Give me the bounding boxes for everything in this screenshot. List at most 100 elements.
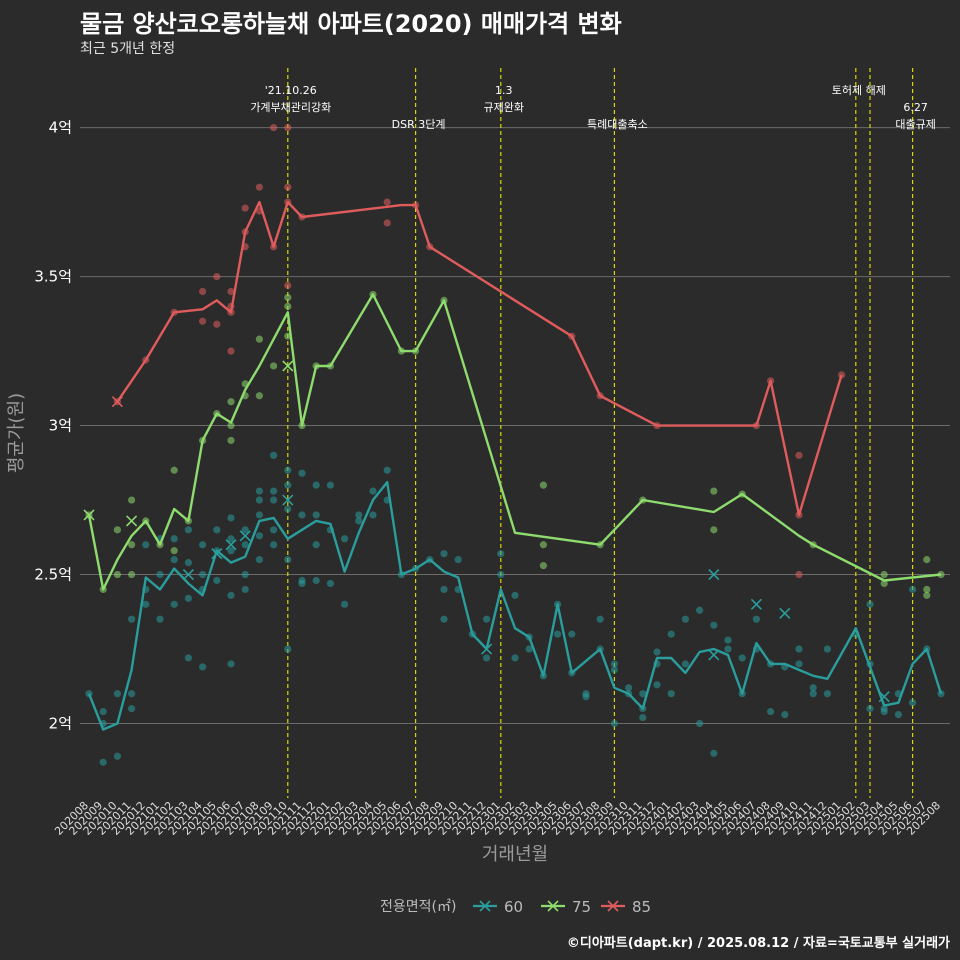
data-point bbox=[909, 699, 917, 707]
data-point bbox=[596, 615, 604, 623]
data-point bbox=[227, 436, 235, 445]
data-point bbox=[227, 287, 235, 296]
series-85 bbox=[111, 123, 846, 579]
data-point bbox=[184, 559, 192, 567]
data-point bbox=[710, 621, 718, 629]
data-point bbox=[710, 487, 718, 495]
data-point bbox=[298, 511, 306, 519]
data-point bbox=[255, 511, 263, 519]
data-point bbox=[255, 532, 263, 540]
data-point bbox=[880, 705, 888, 713]
data-point bbox=[255, 496, 263, 504]
data-point bbox=[284, 302, 292, 310]
data-point bbox=[227, 347, 235, 355]
series-line bbox=[87, 481, 943, 731]
data-point bbox=[227, 547, 235, 555]
data-point bbox=[184, 654, 192, 662]
data-point bbox=[170, 556, 178, 564]
data-point bbox=[866, 705, 874, 713]
data-point bbox=[99, 707, 107, 716]
policy-annotation: 대출규제 bbox=[895, 118, 935, 131]
policy-annotation: 규제완화 bbox=[484, 101, 524, 114]
data-point bbox=[170, 600, 178, 608]
data-point bbox=[355, 511, 363, 519]
data-point bbox=[440, 550, 448, 558]
data-point bbox=[483, 615, 491, 623]
data-point bbox=[270, 487, 278, 495]
data-point bbox=[383, 198, 391, 206]
data-point bbox=[880, 579, 888, 588]
data-point bbox=[326, 579, 334, 588]
data-point bbox=[894, 710, 903, 719]
data-point bbox=[539, 541, 548, 549]
data-point bbox=[213, 320, 221, 328]
cross-marker bbox=[481, 643, 493, 655]
data-point bbox=[128, 690, 136, 698]
cross-marker bbox=[708, 568, 720, 581]
legend-label: 75 bbox=[572, 898, 591, 916]
data-point bbox=[710, 749, 718, 757]
data-point bbox=[767, 707, 775, 716]
legend-title: 전용면적(㎡) bbox=[380, 899, 456, 915]
cross-marker bbox=[708, 649, 720, 661]
data-point bbox=[752, 615, 761, 623]
data-point bbox=[795, 660, 803, 668]
data-point bbox=[341, 600, 349, 608]
data-point bbox=[255, 392, 263, 400]
policy-annotation: '21.10.26 bbox=[265, 84, 317, 97]
data-point bbox=[255, 487, 263, 495]
data-point bbox=[113, 752, 121, 760]
data-point bbox=[909, 585, 917, 594]
data-point bbox=[255, 183, 263, 191]
data-point bbox=[667, 690, 675, 698]
chart-title: 물금 양산코오롱하늘채 아파트(2020) 매매가격 변화 bbox=[80, 10, 622, 38]
data-point bbox=[156, 570, 164, 579]
data-point bbox=[497, 570, 505, 579]
data-point bbox=[113, 570, 121, 579]
data-point bbox=[823, 645, 832, 653]
data-point bbox=[255, 556, 263, 564]
data-point bbox=[866, 600, 874, 608]
data-point bbox=[227, 660, 235, 668]
data-point bbox=[355, 517, 363, 525]
data-point bbox=[383, 466, 391, 474]
data-point bbox=[156, 615, 164, 623]
series-75 bbox=[83, 290, 945, 599]
data-point bbox=[554, 630, 562, 638]
data-point bbox=[795, 451, 803, 459]
data-point bbox=[99, 758, 107, 766]
data-point bbox=[312, 511, 320, 519]
data-point bbox=[724, 636, 732, 644]
data-point bbox=[639, 713, 647, 722]
data-point bbox=[199, 317, 207, 325]
data-point bbox=[113, 526, 121, 534]
data-point bbox=[724, 645, 732, 653]
data-point bbox=[241, 204, 249, 212]
data-point bbox=[880, 570, 888, 579]
series-line bbox=[116, 200, 843, 517]
data-point bbox=[738, 654, 746, 662]
data-point bbox=[710, 526, 718, 534]
data-point bbox=[369, 487, 377, 495]
data-point bbox=[241, 570, 249, 579]
data-point bbox=[213, 576, 221, 585]
cross-marker bbox=[239, 530, 251, 542]
data-point bbox=[270, 541, 278, 549]
data-point bbox=[170, 466, 178, 474]
data-point bbox=[142, 541, 150, 549]
legend: 전용면적(㎡) 60 75 85 bbox=[380, 898, 651, 916]
policy-annotation: 가계부채관리강화 bbox=[250, 101, 331, 114]
data-point bbox=[199, 541, 207, 549]
data-point bbox=[795, 645, 803, 653]
data-point bbox=[284, 505, 292, 513]
data-point bbox=[440, 585, 448, 594]
cross-marker bbox=[182, 568, 194, 581]
data-point bbox=[284, 466, 292, 474]
data-point bbox=[610, 666, 619, 674]
data-point bbox=[255, 335, 263, 343]
data-point bbox=[653, 681, 661, 689]
legend-key-cross bbox=[479, 900, 491, 912]
data-point bbox=[128, 705, 136, 713]
data-point bbox=[610, 719, 619, 728]
